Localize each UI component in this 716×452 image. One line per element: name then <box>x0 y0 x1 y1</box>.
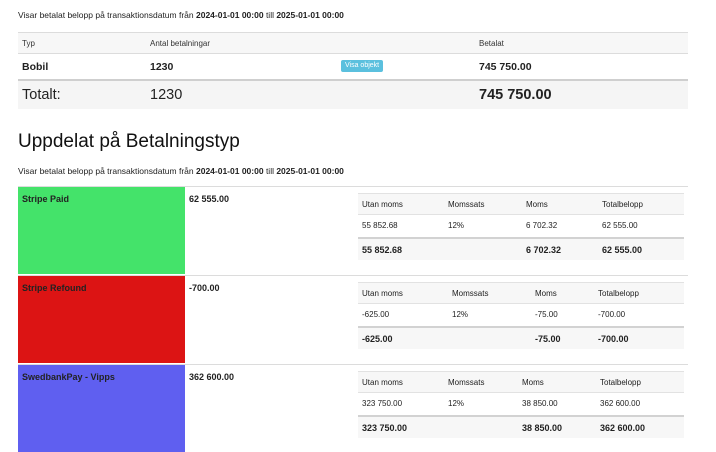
date-to: 2025-01-01 00:00 <box>276 10 344 20</box>
tax-sum-row: -625.00 -75.00 -700.00 <box>358 326 684 349</box>
payment-type-name: Stripe Paid <box>22 194 70 204</box>
payment-type-swatch: SwedbankPay - Vipps <box>18 365 185 452</box>
tax-table: Utan moms Momssats Moms Totalbelopp 323 … <box>358 371 684 438</box>
summary-total-row: Totalt: 1230 745 750.00 <box>18 79 688 109</box>
tax-sum-row: 55 852.68 6 702.32 62 555.00 <box>358 237 684 260</box>
tax-table: Utan moms Momssats Moms Totalbelopp -625… <box>358 282 684 349</box>
col-count: Antal betalningar <box>150 39 211 48</box>
payment-type-block: SwedbankPay - Vipps 362 600.00 Utan moms… <box>18 364 688 452</box>
payment-type-block: Stripe Paid 62 555.00 Utan moms Momssats… <box>18 186 688 274</box>
total-count: 1230 <box>150 87 183 103</box>
breakdown-caption: Visar betalat belopp på transaktionsdatu… <box>18 166 344 176</box>
visa-objekt-button[interactable]: Visa objekt <box>341 60 384 72</box>
payment-type-swatch: Stripe Paid <box>18 187 185 274</box>
payment-type-block: Stripe Refound -700.00 Utan moms Momssat… <box>18 275 688 363</box>
payment-type-amount: -700.00 <box>189 283 220 293</box>
total-label: Totalt: <box>22 87 61 103</box>
summary-row-bobil: Bobil 1230 Visa objekt 745 750.00 <box>18 53 688 79</box>
tax-header-row: Utan moms Momssats Moms Totalbelopp <box>358 371 684 392</box>
row-type: Bobil <box>22 61 49 73</box>
tax-header-row: Utan moms Momssats Moms Totalbelopp <box>358 193 684 214</box>
row-paid: 745 750.00 <box>479 61 532 73</box>
date-from: 2024-01-01 00:00 <box>195 166 264 176</box>
payment-type-amount: 62 555.00 <box>189 194 230 204</box>
col-paid: Betalat <box>479 39 504 48</box>
date-to: 2025-01-01 00:00 <box>276 166 344 176</box>
total-paid: 745 750.00 <box>479 87 552 103</box>
payment-type-name: Stripe Refound <box>22 283 87 293</box>
tax-row: 55 852.68 12% 6 702.32 62 555.00 <box>358 214 684 237</box>
payment-type-amount: 362 600.00 <box>189 372 235 382</box>
summary-table: Typ Antal betalningar Betalat Bobil 1230… <box>18 32 688 109</box>
payment-type-swatch: Stripe Refound <box>18 276 185 363</box>
breakdown-heading: Uppdelat på Betalningstyp <box>18 131 240 152</box>
payment-type-name: SwedbankPay - Vipps <box>22 372 115 382</box>
tax-sum-row: 323 750.00 38 850.00 362 600.00 <box>358 415 684 438</box>
col-type: Typ <box>22 39 35 48</box>
row-count: 1230 <box>150 61 174 73</box>
tax-row: 323 750.00 12% 38 850.00 362 600.00 <box>358 392 684 415</box>
tax-table: Utan moms Momssats Moms Totalbelopp 55 8… <box>358 193 684 260</box>
tax-row: -625.00 12% -75.00 -700.00 <box>358 303 684 326</box>
date-from: 2024-01-01 00:00 <box>195 10 264 20</box>
summary-caption: Visar betalat belopp på transaktionsdatu… <box>18 10 344 20</box>
summary-header-row: Typ Antal betalningar Betalat <box>18 32 688 53</box>
tax-header-row: Utan moms Momssats Moms Totalbelopp <box>358 282 684 303</box>
